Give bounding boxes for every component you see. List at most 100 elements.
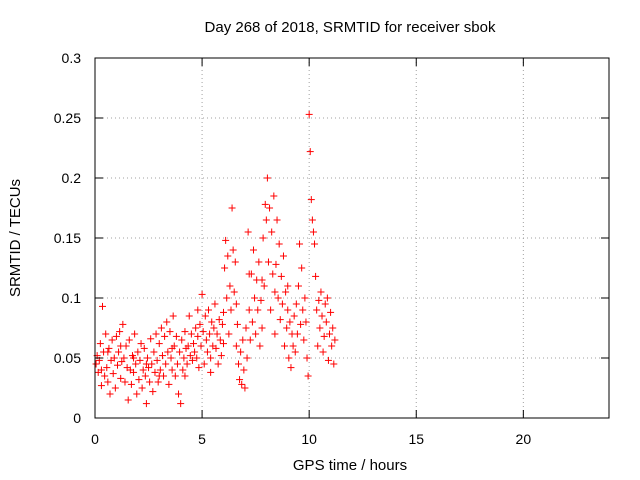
data-point bbox=[284, 306, 292, 314]
x-axis-label: GPS time / hours bbox=[293, 457, 407, 474]
data-point bbox=[150, 348, 158, 356]
data-point bbox=[320, 332, 328, 340]
data-point bbox=[225, 330, 233, 338]
data-point bbox=[300, 336, 308, 344]
data-point bbox=[165, 380, 173, 388]
data-point bbox=[169, 312, 177, 320]
data-point bbox=[212, 344, 220, 352]
data-point bbox=[173, 360, 181, 368]
data-point bbox=[251, 294, 259, 302]
data-point bbox=[113, 361, 121, 369]
data-point bbox=[223, 294, 231, 302]
data-point bbox=[237, 348, 245, 356]
data-point bbox=[177, 400, 185, 408]
data-point bbox=[297, 320, 305, 328]
data-point bbox=[275, 240, 283, 248]
data-point bbox=[205, 306, 213, 314]
data-point bbox=[294, 282, 302, 290]
y-tick-label: 0.2 bbox=[62, 170, 82, 186]
data-point bbox=[124, 396, 132, 404]
data-point bbox=[327, 308, 335, 316]
data-point bbox=[285, 354, 293, 362]
data-point bbox=[241, 384, 249, 392]
data-point bbox=[198, 290, 206, 298]
data-point bbox=[97, 366, 105, 374]
data-point bbox=[131, 330, 139, 338]
data-point bbox=[214, 360, 222, 368]
data-point bbox=[312, 272, 320, 280]
data-point bbox=[178, 336, 186, 344]
data-point bbox=[116, 328, 124, 336]
grid bbox=[95, 58, 609, 418]
data-point bbox=[239, 336, 247, 344]
data-point bbox=[233, 320, 241, 328]
y-tick-label: 0.05 bbox=[54, 350, 81, 366]
data-point bbox=[194, 332, 202, 340]
data-point bbox=[271, 288, 279, 296]
data-point bbox=[215, 316, 223, 324]
data-point bbox=[246, 336, 254, 344]
data-point bbox=[137, 340, 145, 348]
data-point bbox=[301, 294, 309, 302]
data-point bbox=[240, 366, 248, 374]
data-point bbox=[104, 378, 112, 386]
data-point bbox=[104, 348, 112, 356]
y-tick-label: 0.3 bbox=[62, 50, 82, 66]
axis-ticks bbox=[94, 57, 609, 419]
data-point bbox=[175, 390, 183, 398]
data-point bbox=[92, 360, 100, 368]
data-point bbox=[271, 330, 279, 338]
data-point bbox=[197, 342, 205, 350]
data-point bbox=[305, 110, 313, 118]
data-point bbox=[238, 380, 246, 388]
data-point bbox=[181, 328, 189, 336]
data-point bbox=[252, 330, 260, 338]
data-point bbox=[135, 376, 143, 384]
data-point bbox=[120, 354, 128, 362]
data-point bbox=[190, 340, 198, 348]
data-point bbox=[180, 354, 188, 362]
data-point bbox=[236, 376, 244, 384]
data-point bbox=[98, 302, 106, 310]
data-point bbox=[184, 342, 192, 350]
data-point bbox=[226, 282, 234, 290]
data-point bbox=[213, 330, 221, 338]
data-point bbox=[152, 330, 160, 338]
data-point bbox=[258, 276, 266, 284]
data-point bbox=[278, 300, 286, 308]
data-point bbox=[167, 354, 175, 362]
data-point bbox=[328, 342, 336, 350]
data-point bbox=[147, 335, 155, 343]
data-point bbox=[307, 196, 315, 204]
data-point bbox=[142, 360, 150, 368]
data-point bbox=[153, 356, 161, 364]
data-point bbox=[303, 354, 311, 362]
data-point bbox=[130, 368, 138, 376]
data-point bbox=[187, 330, 195, 338]
data-point bbox=[316, 324, 324, 332]
data-point bbox=[157, 324, 165, 332]
data-point bbox=[269, 270, 277, 278]
data-point bbox=[216, 336, 224, 344]
data-point bbox=[127, 380, 135, 388]
data-point bbox=[314, 342, 322, 350]
data-point bbox=[130, 354, 138, 362]
data-point bbox=[179, 366, 187, 374]
data-point bbox=[228, 204, 236, 212]
data-point bbox=[270, 192, 278, 200]
data-point bbox=[272, 260, 280, 268]
data-point bbox=[125, 336, 133, 344]
y-tick-label: 0 bbox=[73, 410, 81, 426]
data-point bbox=[201, 312, 209, 320]
data-point bbox=[149, 388, 157, 396]
data-point bbox=[194, 306, 202, 314]
data-point bbox=[262, 216, 270, 224]
data-point bbox=[256, 342, 264, 350]
data-points bbox=[92, 110, 339, 408]
data-point bbox=[323, 294, 331, 302]
x-tick-label: 5 bbox=[198, 431, 206, 447]
data-point bbox=[140, 344, 148, 352]
data-point bbox=[176, 348, 184, 356]
data-point bbox=[263, 174, 271, 182]
x-tick-label: 10 bbox=[301, 431, 317, 447]
